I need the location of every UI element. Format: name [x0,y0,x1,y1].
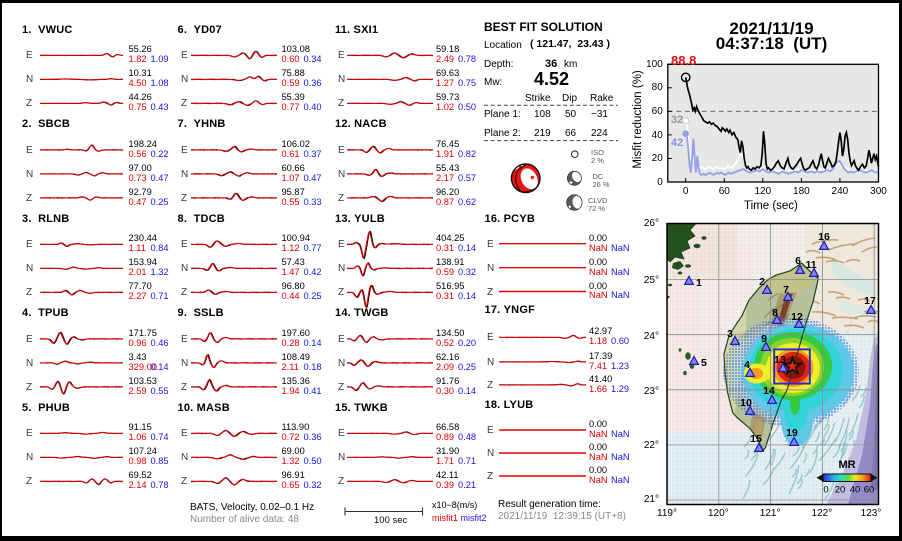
svg-text:9: 9 [761,333,767,345]
svg-text:1: 1 [696,277,702,289]
svg-text:0: 0 [823,485,828,496]
svg-text:MR: MR [838,459,855,471]
svg-text:2: 2 [759,276,765,288]
svg-text:4: 4 [744,359,750,371]
svg-text:13: 13 [774,354,786,366]
svg-text:3: 3 [727,328,733,340]
svg-text:14: 14 [763,385,775,397]
svg-text:60: 60 [864,485,875,496]
svg-text:11: 11 [805,259,816,271]
svg-text:16: 16 [818,231,830,243]
svg-text:7: 7 [783,284,789,296]
svg-text:12: 12 [791,311,803,323]
svg-text:10: 10 [740,397,752,409]
svg-text:5: 5 [701,357,707,369]
svg-text:40: 40 [850,485,861,496]
svg-text:20: 20 [835,485,846,496]
svg-text:17: 17 [864,295,876,307]
svg-text:8: 8 [772,307,778,319]
svg-text:19: 19 [786,427,798,439]
svg-text:6: 6 [795,255,801,267]
svg-text:15: 15 [750,433,762,445]
